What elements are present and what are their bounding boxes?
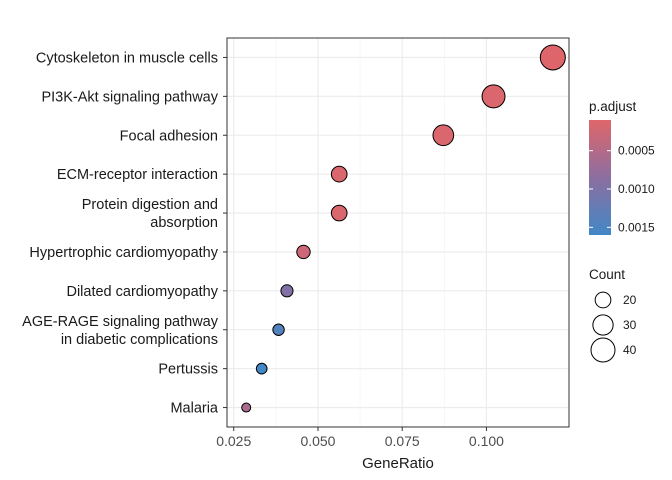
color-bar-label: 0.0015 xyxy=(618,220,655,234)
y-tick-label: Malaria xyxy=(170,401,218,417)
size-legend-label: 30 xyxy=(623,318,637,332)
y-tick-label-line: Dilated cardiomyopathy xyxy=(66,284,218,300)
size-legend-key xyxy=(592,314,614,336)
data-point xyxy=(330,165,348,183)
size-legend-label: 20 xyxy=(623,293,637,307)
data-point xyxy=(272,323,285,336)
y-tick-label-line: Pertussis xyxy=(158,362,218,378)
color-bar-label: 0.0005 xyxy=(618,144,655,158)
y-axis-labels: Cytoskeleton in muscle cells PI3K-Akt sig… xyxy=(22,50,219,416)
y-tick-label: Hypertrophic cardiomyopathy xyxy=(29,245,218,261)
size-legend-label: 40 xyxy=(623,343,637,357)
y-axis-ticks xyxy=(223,56,227,409)
data-point xyxy=(330,204,348,222)
color-bar-label: 0.0010 xyxy=(618,182,655,196)
y-tick-label: Protein digestion and absorption xyxy=(82,197,218,231)
x-tick-label: 0.050 xyxy=(300,433,335,449)
grid xyxy=(227,38,569,427)
color-bar xyxy=(589,120,611,235)
legend-title-count: Count xyxy=(589,267,625,282)
y-tick-label: ECM-receptor interaction xyxy=(57,167,218,183)
y-tick-label: Pertussis xyxy=(158,362,218,378)
y-tick-label-line: Focal adhesion xyxy=(120,128,218,144)
y-tick-label-line: Hypertrophic cardiomyopathy xyxy=(29,245,218,261)
y-tick-label-line: Malaria xyxy=(170,401,218,417)
y-tick-label-line: Protein digestion and xyxy=(82,197,218,213)
legend-title-p-adjust: p.adjust xyxy=(589,99,637,114)
data-point xyxy=(539,44,566,71)
size-legend-key xyxy=(590,337,616,363)
y-tick-label-line: Cytoskeleton in muscle cells xyxy=(36,50,218,66)
data-point xyxy=(296,244,311,260)
y-tick-label-line: AGE-RAGE signaling pathway xyxy=(22,314,219,330)
y-tick-label-line: absorption xyxy=(150,215,218,231)
y-tick-label: Dilated cardiomyopathy xyxy=(66,284,218,300)
x-tick-label: 0.025 xyxy=(216,433,251,449)
data-point xyxy=(280,284,294,298)
y-tick-label: AGE-RAGE signaling pathway in diabetic co… xyxy=(22,314,219,348)
y-tick-label: PI3K-Akt signaling pathway xyxy=(41,89,218,105)
legend-p-adjust: p.adjust 0.0005 0.0010 0.0015 xyxy=(589,99,655,235)
size-legend-key xyxy=(594,291,612,309)
legend-count: Count 20 30 40 xyxy=(589,267,637,363)
y-tick-label: Focal adhesion xyxy=(120,128,218,144)
plot-panel-border xyxy=(226,37,570,428)
data-point xyxy=(432,124,455,147)
data-point xyxy=(481,84,506,109)
x-tick-label: 0.100 xyxy=(469,433,504,449)
y-tick-label: Cytoskeleton in muscle cells xyxy=(36,50,218,66)
x-tick-label: 0.075 xyxy=(385,433,420,449)
y-tick-label-line: PI3K-Akt signaling pathway xyxy=(41,89,218,105)
data-point xyxy=(241,402,252,413)
data-point xyxy=(255,362,268,375)
x-axis-ticks xyxy=(233,427,487,431)
data-points xyxy=(241,44,566,413)
x-axis-title: GeneRatio xyxy=(362,455,434,472)
y-tick-label-line: ECM-receptor interaction xyxy=(57,167,218,183)
y-tick-label-line: in diabetic complications xyxy=(61,332,218,348)
x-axis-labels: 0.025 0.050 0.075 0.100 xyxy=(216,433,504,449)
